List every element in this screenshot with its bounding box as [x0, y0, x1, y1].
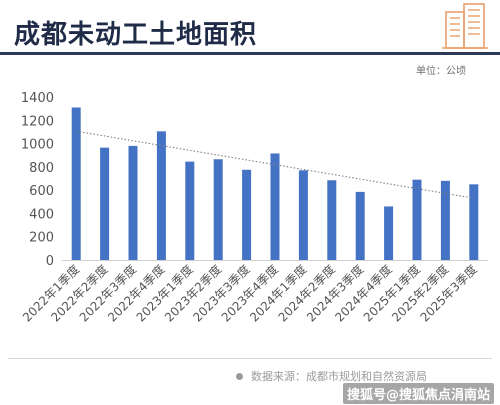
- bar: [327, 180, 337, 260]
- unit-label: 单位：公顷: [416, 66, 466, 77]
- y-tick-label: 800: [29, 161, 54, 176]
- y-tick-label: 1200: [21, 114, 54, 129]
- bar-chart: 02004006008001000120014002022年1季度2022年2季…: [19, 91, 488, 325]
- y-tick-label: 600: [29, 184, 54, 199]
- bar: [440, 180, 450, 260]
- bar: [213, 159, 223, 260]
- watermark: 搜狐号@搜狐焦点涓南站: [342, 383, 494, 404]
- y-tick-label: 0: [46, 254, 54, 269]
- bullet-icon: [236, 372, 243, 380]
- bar: [469, 184, 479, 260]
- bar: [412, 179, 422, 260]
- bar: [185, 161, 195, 260]
- y-tick-label: 400: [29, 207, 54, 222]
- bar: [270, 153, 280, 260]
- bar: [242, 169, 252, 260]
- data-source: 数据来源：成都市规划和自然资源局: [236, 368, 427, 384]
- y-tick-label: 1000: [21, 138, 54, 153]
- building-logo-icon: [442, 3, 488, 49]
- page-title: 成都未动工土地面积: [14, 20, 258, 50]
- trendline: [76, 130, 474, 199]
- header-divider: [0, 52, 500, 55]
- footer-divider: [8, 358, 492, 359]
- y-tick-label: 1400: [21, 91, 54, 106]
- bar: [71, 107, 81, 260]
- bar: [100, 147, 110, 260]
- bar: [128, 145, 138, 260]
- bar: [355, 191, 365, 260]
- bar: [156, 131, 166, 260]
- bar: [298, 170, 308, 260]
- bar: [384, 206, 394, 260]
- data-source-text: 数据来源：成都市规划和自然资源局: [251, 370, 427, 383]
- y-tick-label: 200: [29, 231, 54, 246]
